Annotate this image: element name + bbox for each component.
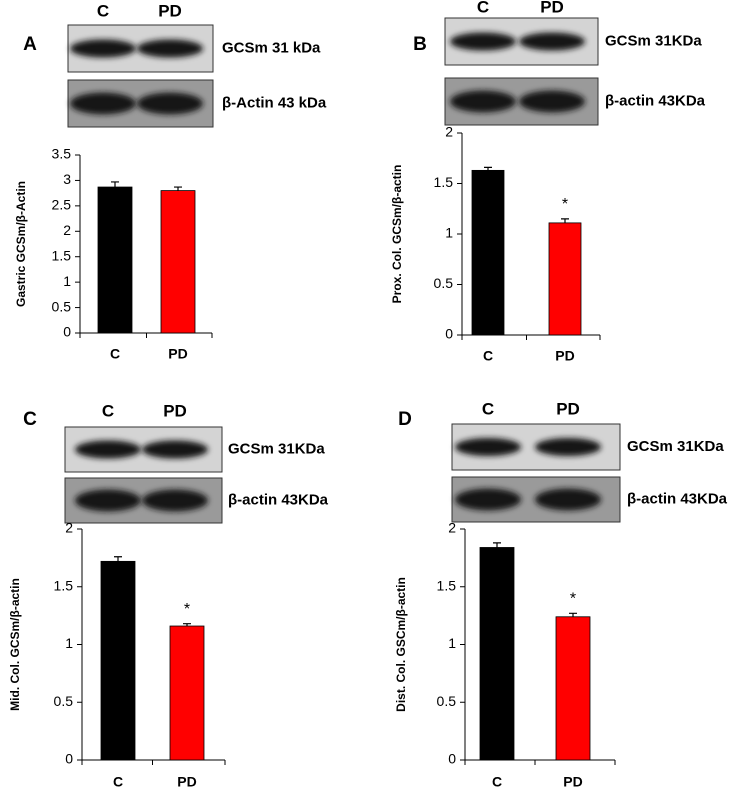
lane-label: C (97, 1, 109, 20)
significance-mark: * (184, 601, 190, 618)
lane-label: PD (163, 401, 187, 420)
lane-label: PD (556, 399, 580, 418)
blot-band (535, 438, 601, 456)
blot-label: β-actin 43KDa (627, 490, 728, 507)
blot-label: GCSm 31KDa (605, 32, 702, 49)
blot-label: β-actin 43KDa (228, 491, 329, 508)
error-bar (493, 542, 501, 548)
y-tick-label: 2 (65, 520, 73, 536)
x-tick-label: PD (563, 774, 582, 788)
y-tick-label: 0 (63, 324, 71, 340)
blot-label: GCSm 31KDa (228, 440, 325, 457)
lane-label: PD (158, 1, 182, 20)
lane-label: C (482, 399, 494, 418)
blot-band (75, 440, 141, 459)
blot-label: GCSm 31KDa (627, 438, 724, 455)
blot-band (519, 32, 585, 51)
y-tick-label: 2 (448, 520, 456, 536)
bar (471, 169, 505, 336)
lane-label: PD (540, 0, 564, 16)
blot-band (450, 32, 516, 51)
bar (555, 616, 591, 761)
error-bar (484, 166, 492, 171)
y-tick-label: 0 (445, 326, 453, 342)
lane-label: C (477, 0, 489, 16)
y-tick-label: 1.5 (437, 577, 457, 593)
x-tick-label: C (483, 348, 493, 364)
y-tick-label: 0.5 (52, 298, 72, 314)
y-tick-label: 1.5 (434, 174, 454, 190)
panel-letter: B (413, 34, 427, 55)
y-tick-label: 1.5 (52, 247, 72, 263)
error-bar (183, 623, 191, 627)
panel-letter: C (23, 409, 37, 430)
error-bar (114, 556, 122, 562)
y-tick-label: 0.5 (437, 693, 457, 709)
y-axis-label: Gastric GCSm/β-Actin (14, 181, 28, 307)
y-axis-label: Prox. Col. GCSm/β-actin (390, 165, 404, 304)
blot-band (519, 90, 585, 113)
y-tick-label: 1 (448, 635, 456, 651)
blot-band (137, 92, 203, 115)
blot-label: β-Actin 43 kDa (222, 94, 327, 111)
error-bar (569, 612, 577, 617)
y-tick-label: 1.5 (54, 577, 74, 593)
y-tick-label: 0.5 (54, 693, 74, 709)
blot-label: β-actin 43KDa (605, 92, 706, 109)
blot-label: GCSm 31 kDa (222, 39, 321, 56)
bar (479, 547, 515, 761)
bar (97, 186, 133, 334)
y-tick-label: 1 (445, 225, 453, 241)
blot-band (455, 438, 521, 456)
x-tick-label: PD (177, 774, 196, 788)
error-bar (174, 186, 182, 191)
significance-mark: * (570, 591, 576, 608)
y-tick-label: 2 (63, 222, 71, 238)
blot-band (450, 90, 516, 113)
bar (548, 222, 582, 336)
bar (160, 190, 196, 334)
bar (100, 560, 136, 761)
x-tick-label: PD (168, 346, 187, 362)
blot-band (70, 39, 136, 58)
y-tick-label: 2 (445, 124, 453, 140)
bar (169, 625, 205, 761)
x-tick-label: C (110, 346, 120, 362)
y-tick-label: 2.5 (52, 197, 72, 213)
lane-label: C (102, 401, 114, 420)
y-tick-label: 0 (65, 751, 73, 767)
y-tick-label: 3 (63, 171, 71, 187)
blot-band (70, 92, 136, 115)
significance-mark: * (562, 196, 568, 213)
x-tick-label: C (492, 774, 502, 788)
blot-band (75, 489, 141, 512)
blot-band (142, 440, 208, 459)
blot-band (137, 39, 203, 58)
blot-band (142, 489, 208, 512)
blot-band (535, 488, 601, 511)
y-tick-label: 0.5 (434, 275, 454, 291)
y-tick-label: 0 (448, 751, 456, 767)
panel-letter: A (23, 34, 37, 55)
blot-band (455, 488, 521, 511)
y-axis-label: Dist. Col. GSCm/β-actin (394, 577, 408, 712)
y-tick-label: 1 (63, 273, 71, 289)
x-tick-label: PD (555, 348, 574, 364)
x-tick-label: C (113, 774, 123, 788)
panel-letter: D (398, 409, 412, 430)
error-bar (111, 181, 119, 188)
y-tick-label: 1 (65, 635, 73, 651)
y-axis-label: Mid. Col. GCSm/β-actin (8, 578, 22, 711)
error-bar (561, 218, 569, 223)
y-tick-label: 3.5 (52, 146, 72, 162)
